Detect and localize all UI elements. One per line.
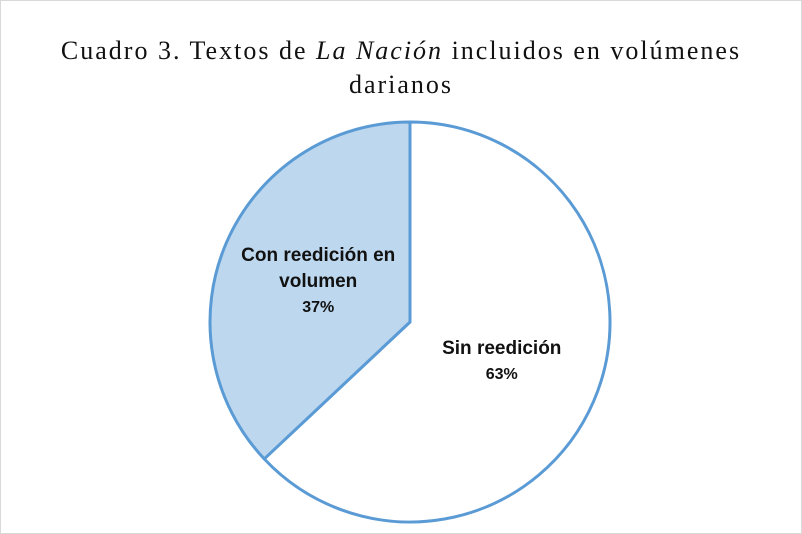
chart-title: Cuadro 3. Textos de La Nación incluidos …	[60, 34, 742, 102]
value-label: 37%	[302, 299, 335, 317]
pie-slice	[208, 120, 412, 461]
title-part: Cuadro 3. Textos de	[60, 36, 316, 65]
pie-slice	[262, 120, 612, 524]
slice-label: Sin reedición 63%	[392, 336, 612, 388]
title-part: La Nación	[315, 36, 444, 65]
category-label: Con reedición en volumen	[241, 245, 396, 293]
slice-label: Con reedición en volumen 37%	[238, 243, 398, 321]
category-label: Sin reedición	[442, 337, 562, 359]
title-part: incluidos en volúmenes darianos	[348, 36, 742, 99]
value-label: 63%	[485, 365, 518, 383]
